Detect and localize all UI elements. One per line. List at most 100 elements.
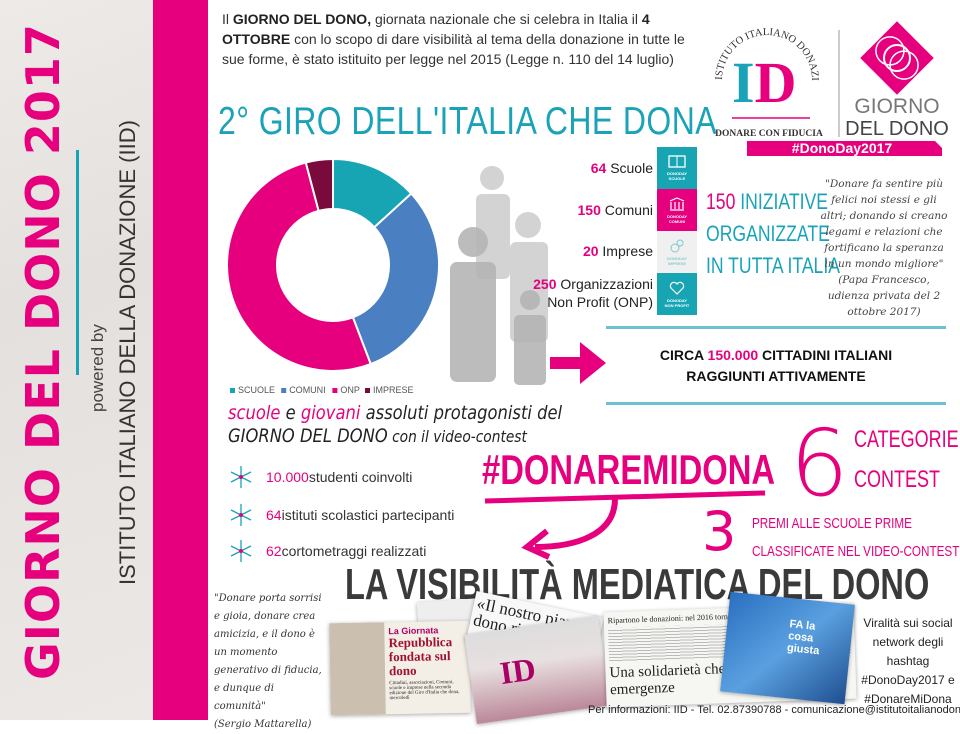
intro-text: Il (222, 11, 233, 27)
schools-headline: scuole e giovani assoluti protagonisti d… (228, 402, 562, 448)
intro-bold: 4 OTTOBRE (222, 11, 650, 47)
bullet-label: istituti scolastici partecipanti (281, 507, 455, 523)
highlight-word: scuole (228, 402, 281, 424)
stat-label: Imprese (602, 243, 653, 259)
legend-swatch (365, 388, 370, 393)
citizens-text: RAGGIUNTI ATTIVAMENTE (686, 368, 866, 384)
tv-screenshot: FA la cosa giusta (720, 591, 855, 705)
intro-paragraph: Il GIORNO DEL DONO, giornata nazionale c… (222, 9, 692, 69)
citizens-reached: CIRCA 150.000 CITTADINI ITALIANI RAGGIUNT… (606, 345, 946, 387)
initiatives-line: ORGANIZZATE (706, 221, 830, 246)
prizes-number: 3 (702, 500, 737, 563)
contact-footer: Per informazioni: IID - Tel. 02.87390788… (588, 704, 960, 716)
vertical-title: GIORNO DEL DONO 2017 (16, 23, 70, 680)
virality-note: Viralità sui social network degli hashta… (861, 616, 955, 706)
donut-slice-comuni (351, 192, 440, 366)
bullet-label: studenti coinvolti (308, 469, 413, 485)
legend-swatch (332, 388, 338, 393)
contest-hashtag: #DONAREMIDONA (482, 446, 776, 493)
quote-source: (Sergio Mattarella) (214, 719, 312, 730)
stat-number: 20 (582, 243, 599, 259)
initiatives-line: INIZIATIVE (735, 189, 828, 214)
arrow-right-icon (550, 342, 606, 384)
quote-source: (Papa Francesco, udienza privata del 2 o… (827, 274, 941, 318)
tile-companies: DONODAY IMPRESE (657, 231, 697, 273)
tv-caption: FA la cosa giusta (786, 618, 820, 658)
donut-slice-imprese (304, 157, 334, 213)
citizens-text: CIRCA (659, 347, 708, 363)
tile-nonprofit: DONODAY NON PROFIT (657, 273, 697, 315)
tile-label: DONODAY (666, 171, 688, 176)
asterisk-icon (230, 504, 252, 526)
mattarella-quote: "Donare porta sorrisi e gioia, donare cr… (214, 590, 324, 734)
logo-tagline: DONARE CON FIDUCIA (715, 129, 823, 139)
prizes-line: PREMI ALLE SCUOLE PRIME (752, 515, 912, 532)
initiatives-line: IN TUTTA ITALIA (706, 253, 840, 278)
stat-label: Scuole (610, 160, 653, 176)
bullet-label: cortometraggi realizzati (281, 543, 427, 559)
heart-icon (669, 281, 685, 295)
tile-label: SCUOLE (668, 176, 686, 181)
id-logo-screen: ID (497, 650, 538, 692)
powered-by-label: powered by (88, 324, 107, 412)
logo-hashtag: #DonoDay2017 (792, 140, 893, 156)
photo (329, 622, 386, 716)
brand-line2: DEL DONO (845, 118, 949, 140)
donut-chart: SCUOLE COMUNI ONP IMPRESE (226, 157, 440, 395)
town-hall-icon (669, 196, 685, 211)
stat-label: Organizzazioni (560, 276, 653, 292)
quote-text: "Donare porta sorrisi e gioia, donare cr… (214, 593, 322, 712)
tile-label: DONODAY (666, 213, 688, 219)
tile-label: DONODAY (666, 297, 688, 303)
clip-headline: Repubblica fondata sul dono (388, 634, 453, 679)
asterisk-icon (230, 466, 252, 488)
curved-arrow-icon (484, 490, 766, 560)
legend-label: COMUNI (289, 385, 326, 395)
book-icon (668, 155, 686, 168)
tile-municipalities: DONODAY COMUNI (657, 189, 697, 231)
intro-text: con lo scopo di dare visibilità al tema … (222, 31, 685, 67)
headline-text: assoluti protagonisti del (360, 402, 563, 424)
categories-label: CATEGORIE CONTEST (854, 420, 959, 500)
brand-line1: GIORNO (854, 95, 939, 118)
categories-line: CONTEST (854, 466, 941, 493)
headline-text: con il video-contest (387, 427, 527, 446)
initiatives-number: 150 (706, 189, 736, 214)
categories-number: 6 (790, 410, 849, 517)
stat-schools: 64 Scuole (591, 159, 653, 177)
bullet-students: 10.000 studenti coinvolti (230, 466, 412, 488)
quote-text: "Donare fa sentire più felici noi stessi… (820, 178, 948, 270)
citizens-text: CITTADINI ITALIANI (758, 347, 893, 363)
intro-bold: GIORNO DEL DONO, (232, 11, 372, 27)
press-clipping: La Giornata Repubblica fondata sul dono … (329, 620, 471, 716)
citizens-number: 150.000 (707, 347, 759, 363)
legend-swatch (281, 388, 287, 393)
iid-logo: ISTITUTO ITALIANO DONAZIONE ID DONARE CO… (698, 2, 949, 156)
logo-block: ISTITUTO ITALIANO DONAZIONE ID DONARE CO… (698, 2, 954, 156)
headline-text: e (280, 402, 301, 424)
magenta-stripe (153, 0, 208, 720)
gears-icon (670, 239, 684, 252)
tile-label: NON PROFIT (664, 302, 690, 308)
pope-quote: "Donare fa sentire più felici noi stessi… (818, 176, 950, 320)
highlight-word: giovani (300, 402, 361, 424)
legend-label: ONP (340, 385, 360, 395)
headline-text: GIORNO DEL DONO (228, 425, 388, 447)
bullet-institutes: 64 istituti scolastici partecipanti (230, 504, 454, 526)
categories-line: CATEGORIE (854, 426, 959, 453)
institute-name: ISTITUTO ITALIANO DELLA DONAZIONE (IID) (115, 120, 140, 585)
tile-schools: DONODAY SCUOLE (657, 147, 697, 189)
legend-label: SCUOLE (238, 385, 275, 395)
tile-label: COMUNI (668, 218, 686, 224)
stat-nonprofits: 250 Organizzazioni Non Profit (ONP) (533, 275, 653, 311)
legend-swatch (230, 388, 235, 393)
divider (606, 402, 946, 405)
intro-text: giornata nazionale che si celebra in Ita… (371, 11, 642, 27)
stat-number: 150 (577, 202, 601, 218)
donut-slice-onp (226, 161, 372, 372)
clip-body: Cittadini, associazioni, Comuni, scuole … (389, 680, 460, 702)
initiatives-text: 150 INIZIATIVE ORGANIZZATE IN TUTTA ITALIA (706, 186, 840, 282)
stat-municipalities: 150 Comuni (578, 201, 654, 219)
stat-label: Non Profit (ONP) (547, 294, 653, 310)
divider (606, 326, 946, 329)
